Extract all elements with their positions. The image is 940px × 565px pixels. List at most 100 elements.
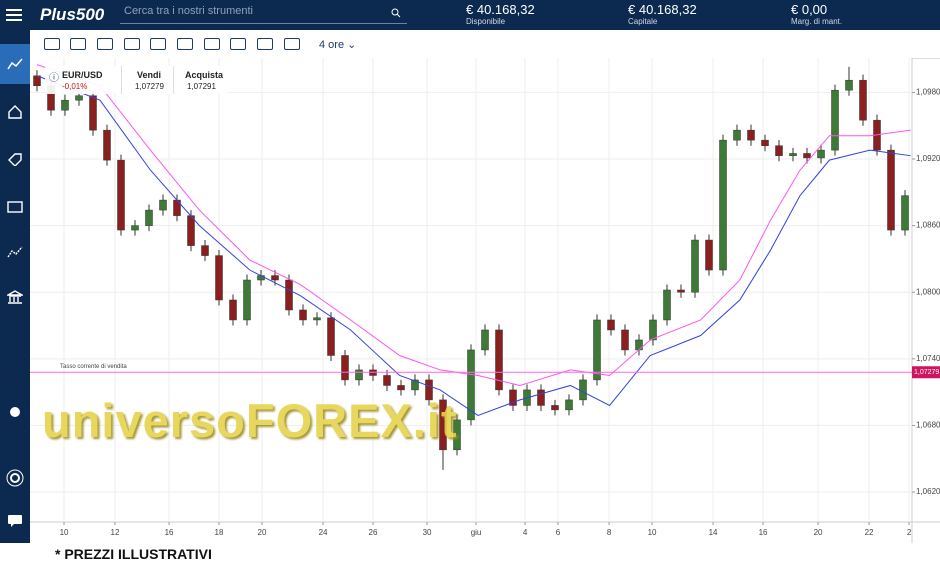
timeframe-label: 4 ore: [319, 39, 345, 51]
candle-body: [187, 215, 195, 246]
candle-body: [761, 139, 769, 146]
candle-body: [719, 139, 727, 271]
y-tick-label: 1,09200: [916, 154, 940, 163]
candle-body: [621, 329, 629, 351]
candle-body: [453, 419, 461, 451]
y-tick-label: 1,08600: [916, 221, 940, 230]
instrument-box[interactable]: ⓘ EUR/USD -0,01% Vendi 1,07279 Acquista …: [45, 66, 227, 94]
nav-icon: [7, 58, 23, 70]
candle-body: [89, 95, 97, 131]
account-value: € 40.168,32: [466, 2, 535, 17]
nav-icon[interactable]: [7, 152, 23, 166]
x-tick-label: 12: [111, 528, 120, 537]
logo[interactable]: Plus500: [40, 5, 105, 24]
candle-body: [537, 389, 545, 406]
sidebar: [0, 30, 30, 543]
tool-icon[interactable]: [97, 38, 113, 50]
candle-body: [831, 89, 839, 151]
search-box[interactable]: Cerca tra i nostri strumenti: [120, 5, 407, 24]
tool-icon[interactable]: [44, 38, 60, 50]
live-icon[interactable]: [5, 468, 25, 488]
candle-body: [411, 379, 419, 391]
candle-body: [285, 279, 293, 311]
candle-body: [215, 255, 223, 301]
toolbar: 4 ore ⌄: [30, 30, 940, 59]
account-value: € 40.168,32: [628, 2, 697, 17]
candle-body: [131, 225, 139, 231]
tool-icon[interactable]: [70, 38, 86, 50]
tool-icon[interactable]: [230, 38, 246, 50]
x-tick-label: 4: [523, 528, 528, 537]
candle-body: [789, 153, 797, 156]
candle-body: [397, 385, 405, 391]
x-tick-label: 30: [423, 528, 432, 537]
tool-icon[interactable]: [177, 38, 193, 50]
tool-icon[interactable]: [284, 38, 300, 50]
sell-price[interactable]: 1,07279: [135, 82, 164, 91]
x-tick-label: 10: [648, 528, 657, 537]
candle-body: [607, 319, 615, 331]
info-icon[interactable]: ⓘ: [49, 73, 59, 84]
account-item: € 0,00 Marg. di mant.: [791, 2, 842, 26]
nav-icon[interactable]: [7, 290, 23, 304]
candle-body: [901, 195, 909, 231]
footer-note: * PREZZI ILLUSTRATIVI: [55, 546, 212, 562]
candle-body: [299, 309, 307, 321]
candle-body: [495, 329, 503, 391]
instrument-name: EUR/USD: [62, 70, 103, 80]
candle-body: [383, 375, 391, 386]
candle-body: [33, 75, 41, 87]
x-tick-label: 24: [319, 528, 328, 537]
buy-label: Acquista: [185, 70, 224, 80]
candle-body: [341, 355, 349, 381]
tool-icon[interactable]: [150, 38, 166, 50]
tool-icon[interactable]: [124, 38, 140, 50]
candle-body: [271, 275, 279, 281]
timeframe[interactable]: 4 ore ⌄: [319, 39, 357, 51]
x-tick-label: 20: [258, 528, 267, 537]
candle-body: [775, 145, 783, 156]
nav-icon[interactable]: [7, 105, 23, 119]
candle-body: [803, 153, 811, 159]
candle-body: [439, 399, 447, 451]
x-tick-label: 16: [759, 528, 768, 537]
candle-body: [481, 329, 489, 351]
separator: [173, 66, 174, 94]
x-tick-label: giu: [471, 528, 482, 537]
candle-body: [649, 319, 657, 341]
candle-body: [509, 389, 517, 406]
nav-icon[interactable]: [7, 245, 23, 259]
candle-body: [327, 317, 335, 356]
candle-body: [355, 369, 363, 381]
instrument-change: -0,01%: [62, 82, 88, 91]
search-placeholder: Cerca tra i nostri strumenti: [124, 5, 253, 17]
candle-body: [691, 239, 699, 293]
watermark: universoFOREX.it: [42, 394, 458, 447]
chat-icon[interactable]: [7, 514, 23, 528]
sell-label: Vendi: [137, 70, 162, 80]
candle-body: [467, 349, 475, 421]
buy-price[interactable]: 1,07291: [187, 82, 216, 91]
current-rate-label: 1,07279: [914, 369, 939, 376]
account-item: € 40.168,32 Disponibile: [466, 2, 535, 26]
theme-icon[interactable]: [6, 403, 24, 421]
y-tick-label: 1,06800: [916, 421, 940, 430]
nav-icon[interactable]: [7, 199, 23, 213]
tool-icon[interactable]: [257, 38, 273, 50]
candle-body: [887, 149, 895, 231]
menu-icon[interactable]: [6, 9, 24, 23]
x-tick-label: 10: [60, 528, 69, 537]
x-tick-label: 18: [215, 528, 224, 537]
account-item: € 40.168,32 Capitale: [628, 2, 697, 26]
moving-average-line: [36, 64, 911, 386]
current-rate-badge: [912, 366, 940, 379]
nav-active[interactable]: [0, 44, 30, 84]
search-icon: [391, 8, 401, 18]
x-tick-label: 14: [709, 528, 718, 537]
account-label: Marg. di mant.: [791, 17, 843, 26]
candle-body: [145, 209, 153, 226]
candle-body: [117, 159, 125, 231]
candle-body: [313, 317, 321, 321]
tool-icon[interactable]: [204, 38, 220, 50]
